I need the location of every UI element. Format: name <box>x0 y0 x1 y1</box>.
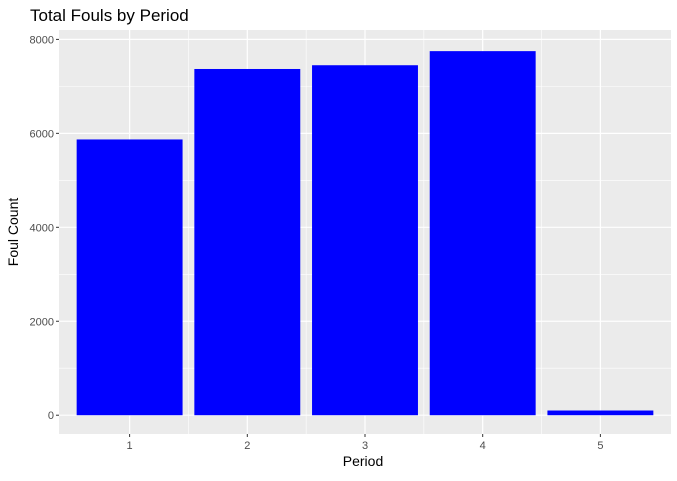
x-tick-label: 1 <box>127 440 133 452</box>
chart-title: Total Fouls by Period <box>30 6 189 25</box>
x-tick-label: 2 <box>244 440 250 452</box>
y-axis-title: Foul Count <box>5 198 21 267</box>
bar-period-3 <box>312 65 418 416</box>
y-tick-label: 4000 <box>30 222 54 234</box>
x-tick-label: 4 <box>480 440 486 452</box>
y-tick-label: 2000 <box>30 316 54 328</box>
bar-period-4 <box>429 51 536 416</box>
y-tick-label: 0 <box>48 410 54 422</box>
x-tick-label: 3 <box>362 440 368 452</box>
x-tick-label: 5 <box>597 440 603 452</box>
y-tick-label: 6000 <box>30 128 54 140</box>
bar-period-5 <box>547 410 654 416</box>
axes: 0 2000 4000 6000 8000 1 2 3 4 5 <box>30 34 604 452</box>
x-axis-title: Period <box>343 453 383 469</box>
bar-series <box>76 51 654 416</box>
bar-period-1 <box>76 139 183 416</box>
y-tick-label: 8000 <box>30 34 54 46</box>
bar-period-2 <box>194 68 301 416</box>
